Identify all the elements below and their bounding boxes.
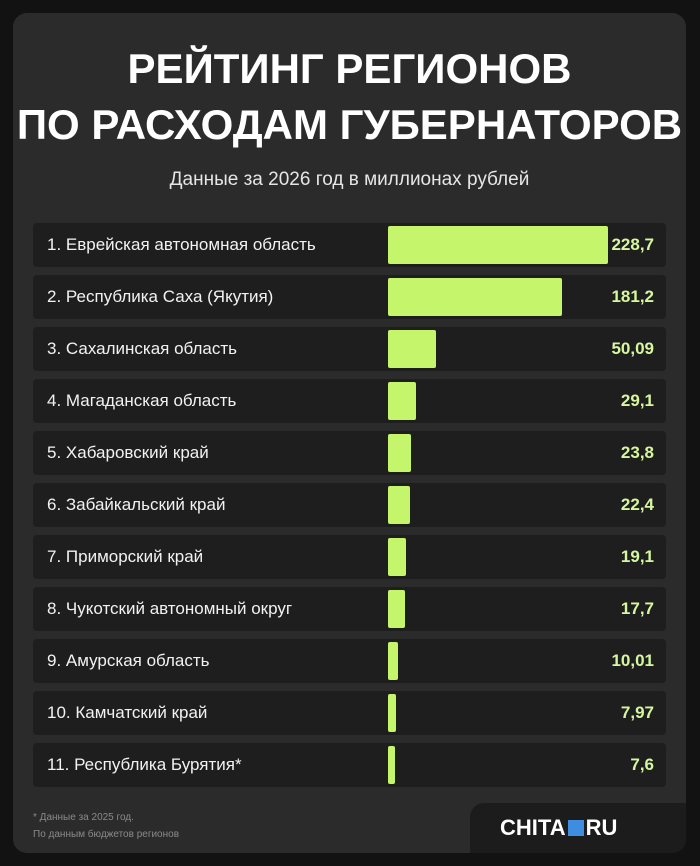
value-label: 10,01: [611, 651, 654, 670]
value-label: 23,8: [620, 443, 654, 462]
value-label: 22,4: [620, 495, 654, 514]
value-label: 19,1: [620, 547, 654, 566]
category-label: 7. Приморский край: [47, 547, 204, 566]
category-label: 2. Республика Саха (Якутия): [47, 287, 274, 306]
logo-right-text: RU: [585, 815, 618, 840]
bar: [388, 226, 608, 264]
chita-ru-logo: CHITA RU: [470, 803, 686, 853]
bar-row: 9. Амурская область 10,01: [33, 639, 666, 683]
value-label: 228,7: [611, 235, 654, 254]
footnote: * Данные за 2025 год.: [33, 812, 134, 823]
bar-row: 1. Еврейская автономная область 228,7: [33, 223, 666, 267]
category-label: 8. Чукотский автономный округ: [47, 599, 293, 618]
bar-row: 8. Чукотский автономный округ 17,7: [33, 587, 666, 631]
bar: [388, 746, 396, 784]
logo-left-text: CHITA: [500, 815, 566, 840]
bar-row: 2. Республика Саха (Якутия) 181,2: [33, 275, 666, 319]
category-label: 10. Камчатский край: [47, 703, 208, 722]
bar: [388, 590, 406, 628]
category-label: 3. Сахалинская область: [47, 339, 238, 358]
logo-square-icon: [567, 820, 584, 836]
bar: [388, 538, 407, 576]
title-line-1: РЕЙТИНГ РЕГИОНОВ: [127, 45, 572, 92]
value-label: 50,09: [611, 339, 654, 358]
bar: [388, 382, 416, 420]
value-label: 181,2: [611, 287, 654, 306]
value-label: 7,97: [620, 703, 654, 722]
value-label: 7,6: [630, 755, 654, 774]
bar-row: 3. Сахалинская область 50,09: [33, 327, 666, 371]
infographic-card: РЕЙТИНГ РЕГИОНОВ ПО РАСХОДАМ ГУБЕРНАТОРО…: [13, 13, 686, 853]
logo-text: CHITA RU: [500, 815, 617, 841]
source-note: По данным бюджетов регионов: [33, 829, 180, 840]
bar-row: 4. Магаданская область 29,1: [33, 379, 666, 423]
bar-row: 10. Камчатский край 7,97: [33, 691, 666, 735]
category-label: 9. Амурская область: [47, 651, 210, 670]
bar: [388, 486, 410, 524]
category-label: 4. Магаданская область: [47, 391, 237, 410]
bar: [388, 330, 437, 368]
chart-title: РЕЙТИНГ РЕГИОНОВ ПО РАСХОДАМ ГУБЕРНАТОРО…: [13, 41, 686, 153]
value-label: 17,7: [620, 599, 654, 618]
bar: [388, 278, 563, 316]
category-label: 1. Еврейская автономная область: [47, 235, 316, 254]
bar-row: 6. Забайкальский край 22,4: [33, 483, 666, 527]
title-line-2: ПО РАСХОДАМ ГУБЕРНАТОРОВ: [16, 101, 683, 148]
bar: [388, 434, 411, 472]
bar: [388, 642, 398, 680]
value-label: 29,1: [620, 391, 654, 410]
category-label: 6. Забайкальский край: [47, 495, 226, 514]
category-label: 11. Республика Бурятия*: [47, 755, 242, 774]
bar-row: 11. Республика Бурятия* 7,6: [33, 743, 666, 787]
chart-subtitle: Данные за 2026 год в миллионах рублей: [169, 169, 530, 190]
bar-row: 7. Приморский край 19,1: [33, 535, 666, 579]
bar-row: 5. Хабаровский край 23,8: [33, 431, 666, 475]
bar: [388, 694, 396, 732]
category-label: 5. Хабаровский край: [47, 443, 209, 462]
